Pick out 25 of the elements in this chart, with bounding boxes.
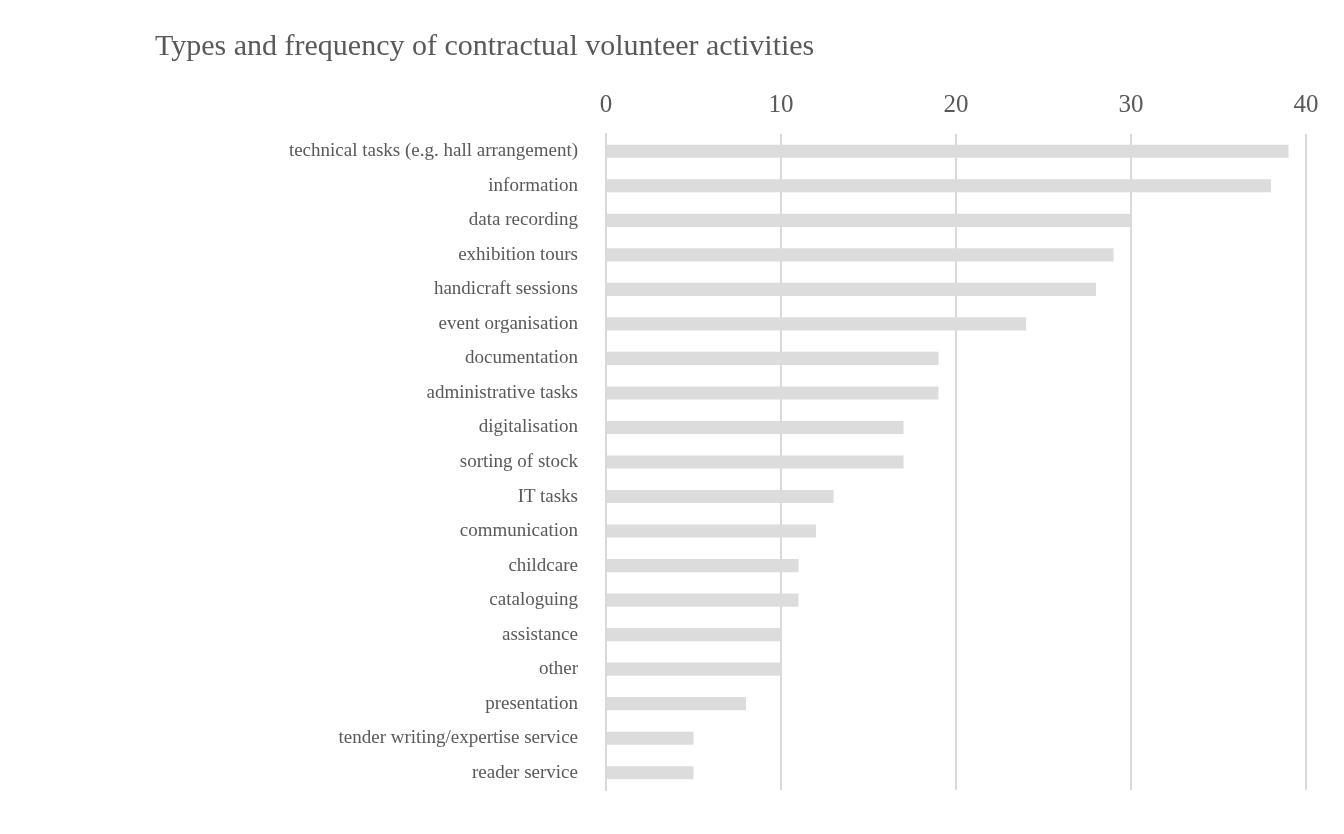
y-tick-label: tender writing/expertise service: [338, 726, 578, 748]
y-tick-label: information: [488, 173, 579, 195]
chart-title: Types and frequency of contractual volunteer activities: [155, 28, 815, 61]
y-tick-label: IT tasks: [517, 484, 578, 506]
x-tick-label: 0: [599, 89, 613, 117]
y-tick-label: documentation: [465, 346, 579, 368]
x-tick-label: 30: [1118, 89, 1144, 117]
x-tick-label: 10: [768, 89, 794, 117]
x-tick-label: 40: [1293, 89, 1319, 117]
y-tick-label: digitalisation: [478, 415, 579, 437]
y-tick-label: technical tasks (e.g. hall arrangement): [288, 139, 578, 162]
y-tick-label: childcare: [508, 553, 578, 575]
y-tick-label: sorting of stock: [459, 449, 579, 471]
y-tick-label: assistance: [502, 622, 578, 644]
y-tick-label: administrative tasks: [426, 380, 578, 402]
y-tick-label: handicraft sessions: [433, 277, 578, 299]
y-tick-label: communication: [459, 519, 579, 541]
y-tick-label: presentation: [485, 691, 579, 713]
y-tick-label: other: [538, 657, 579, 679]
x-tick-label: 20: [943, 89, 969, 117]
y-tick-label: data recording: [468, 208, 579, 230]
y-tick-label: exhibition tours: [458, 242, 578, 264]
y-tick-label: reader service: [471, 760, 578, 782]
y-tick-label: event organisation: [438, 311, 579, 333]
y-tick-label: cataloguing: [489, 588, 579, 610]
